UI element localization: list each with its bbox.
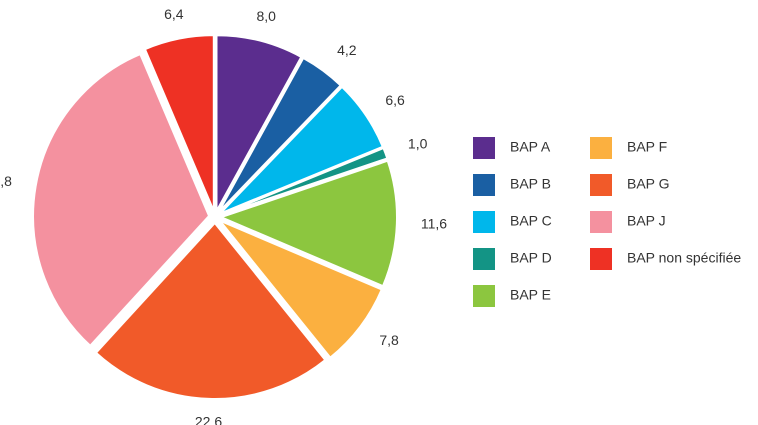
legend-label: BAP A xyxy=(510,139,551,155)
legend-swatch xyxy=(473,211,495,233)
pie-slice xyxy=(32,52,211,348)
legend-label: BAP D xyxy=(510,250,552,266)
legend-swatch xyxy=(473,285,495,307)
legend-label: BAP B xyxy=(510,176,551,192)
legend-swatch xyxy=(590,174,612,196)
data-label: 22,6 xyxy=(195,414,222,425)
legend-swatch xyxy=(590,248,612,270)
legend-label: BAP E xyxy=(510,287,551,303)
legend-swatch xyxy=(590,137,612,159)
data-label: 7,8 xyxy=(379,332,399,348)
legend-swatch xyxy=(590,211,612,233)
pie-slice xyxy=(220,146,389,216)
pie-slice xyxy=(219,219,384,360)
data-label: 1,0 xyxy=(408,135,428,151)
data-label: 31,8 xyxy=(0,173,12,189)
data-label: 6,6 xyxy=(385,92,405,108)
legend-label: BAP F xyxy=(627,139,667,155)
legend-label: BAP G xyxy=(627,176,670,192)
data-label: 4,2 xyxy=(337,42,357,58)
legend-label: BAP C xyxy=(510,213,552,229)
legend-swatch xyxy=(473,137,495,159)
pie-slice xyxy=(218,159,398,288)
data-label: 8,0 xyxy=(256,8,276,24)
pie-slice xyxy=(94,221,327,400)
pie-slice xyxy=(215,34,303,212)
legend-swatch xyxy=(473,174,495,196)
legend-label: BAP non spécifiée xyxy=(627,250,741,266)
data-label: 6,4 xyxy=(164,6,184,22)
pie-slice xyxy=(143,34,215,212)
legend-swatch xyxy=(473,248,495,270)
pie-slice xyxy=(217,56,343,213)
pie-slice xyxy=(219,85,385,215)
legend-label: BAP J xyxy=(627,213,666,229)
data-label: 11,6 xyxy=(421,215,447,231)
